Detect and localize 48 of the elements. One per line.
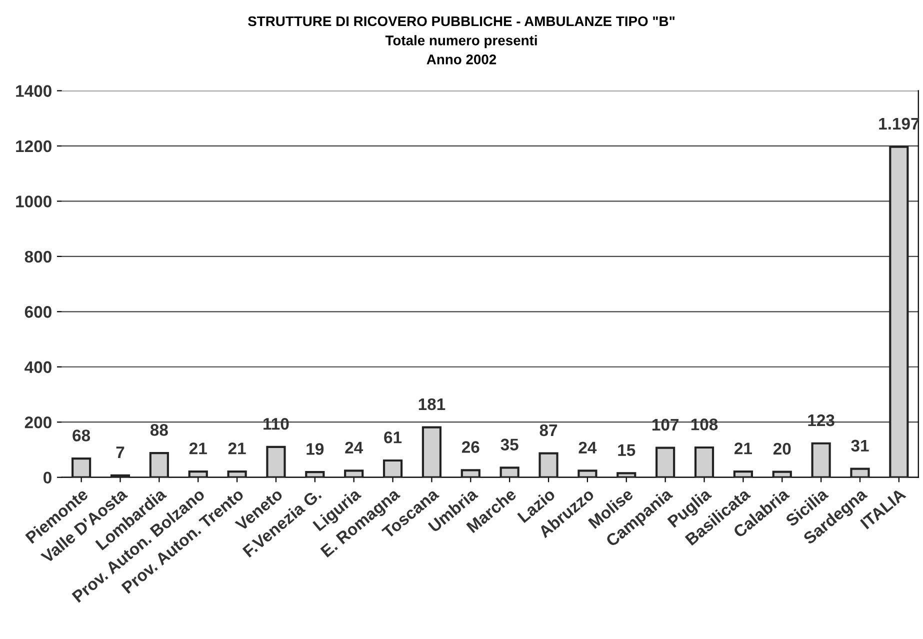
data-label: 7 — [116, 446, 124, 458]
data-label: 20 — [773, 442, 791, 455]
data-label: 87 — [540, 424, 558, 436]
data-label: 88 — [150, 424, 168, 436]
bar — [500, 466, 520, 478]
bar — [656, 446, 676, 478]
bar — [188, 470, 208, 478]
data-label: 26 — [462, 441, 480, 453]
data-label: 21 — [189, 442, 207, 454]
data-label: 61 — [384, 432, 402, 444]
data-label: 35 — [500, 438, 518, 451]
bar — [266, 446, 286, 478]
y-tick-label: 200 — [24, 416, 52, 428]
y-tick-label: 1200 — [16, 140, 52, 152]
y-tick-label: 1400 — [16, 85, 52, 97]
bar — [538, 452, 558, 478]
bar — [227, 470, 247, 478]
bar — [772, 470, 792, 478]
data-label: 21 — [228, 442, 246, 454]
bar — [578, 470, 598, 478]
chart-subtitle: Totale numero presenti Anno 2002 — [385, 35, 537, 64]
y-tick-label: 0 — [44, 472, 52, 484]
bar — [382, 459, 403, 478]
bar — [733, 470, 753, 478]
data-label: 21 — [734, 442, 752, 454]
y-tick-label: 400 — [24, 361, 52, 374]
y-tick-label: 800 — [24, 250, 52, 263]
bar — [616, 472, 636, 478]
bar — [811, 442, 831, 478]
bar — [305, 471, 325, 478]
data-label: 24 — [345, 442, 364, 454]
bar — [344, 470, 364, 478]
bar — [694, 446, 714, 478]
bar — [149, 452, 169, 478]
bar — [850, 468, 870, 478]
y-tick-label: 600 — [24, 306, 52, 318]
bar — [889, 146, 909, 478]
data-label: 15 — [618, 444, 636, 456]
data-label: 24 — [578, 442, 597, 454]
bar — [422, 426, 442, 478]
data-label: 181 — [418, 398, 446, 410]
bar — [460, 469, 480, 478]
data-label: 31 — [851, 440, 869, 452]
y-tick-label: 1000 — [16, 196, 52, 208]
data-label: 19 — [306, 443, 324, 455]
chart-title: STRUTTURE DI RICOVERO PUBBLICHE - AMBULANZE TIPO "B" — [248, 16, 674, 26]
data-label: 68 — [72, 430, 90, 442]
bar — [72, 458, 92, 478]
